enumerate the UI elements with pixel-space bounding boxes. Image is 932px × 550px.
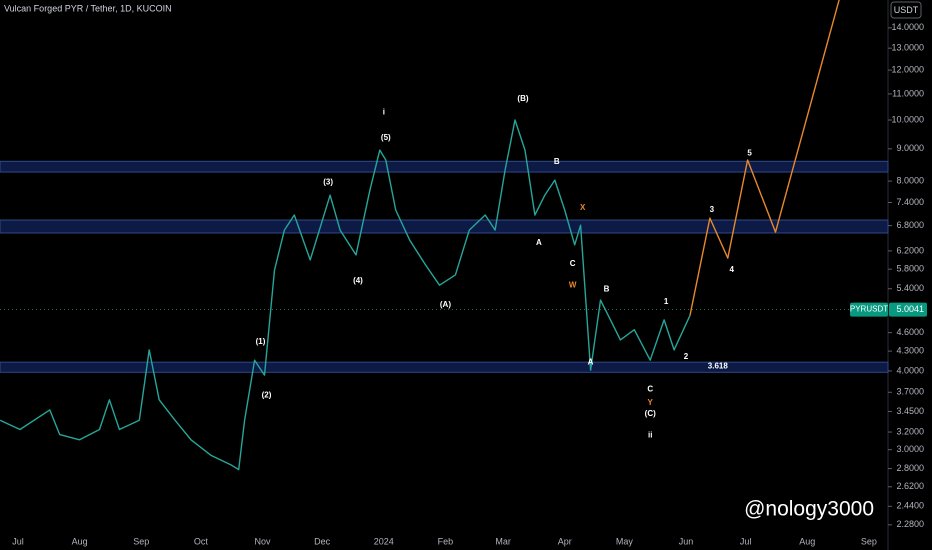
currency-box[interactable] xyxy=(890,1,922,19)
price-line xyxy=(689,0,840,316)
wave-label: A xyxy=(536,238,542,247)
price-tag-label: 5.0041 xyxy=(896,304,924,314)
x-tick-label: Oct xyxy=(194,536,209,546)
wave-label: 5 xyxy=(747,148,752,157)
x-tick-label: Apr xyxy=(558,536,572,546)
y-tick-label: 11.0000 xyxy=(892,88,924,98)
x-tick-label: Jul xyxy=(740,536,752,546)
wave-label: A xyxy=(588,357,594,366)
wave-label: (C) xyxy=(645,409,656,418)
wave-label: (2) xyxy=(262,390,272,399)
zone xyxy=(0,361,889,373)
wave-label: 3 xyxy=(710,205,715,214)
symbol-tag xyxy=(850,302,888,317)
y-tick-label: 12.0000 xyxy=(891,64,924,74)
x-tick-label: Sep xyxy=(133,536,149,546)
y-tick-label: 4.0000 xyxy=(896,365,924,375)
y-tick-label: 4.3000 xyxy=(896,345,924,355)
x-tick-label: Jun xyxy=(679,536,694,546)
wave-label: 4 xyxy=(730,265,735,274)
y-tick-label: 8.0000 xyxy=(896,175,924,185)
y-tick-label: 6.8000 xyxy=(896,220,924,230)
y-tick-label: 14.0000 xyxy=(891,22,924,32)
y-tick-label: 3.0000 xyxy=(896,444,924,454)
wave-label: (3) xyxy=(323,177,333,186)
wave-label: Y xyxy=(648,398,654,407)
y-tick-label: 2.8000 xyxy=(896,463,924,473)
wave-label: (4) xyxy=(353,276,363,285)
wave-label: C xyxy=(647,384,653,393)
y-tick-label: 10.0000 xyxy=(891,114,924,124)
x-tick-label: Feb xyxy=(438,536,454,546)
x-tick-label: Nov xyxy=(255,536,272,546)
y-tick-label: 2.2800 xyxy=(896,519,924,529)
y-tick-label: 6.2000 xyxy=(896,245,924,255)
y-tick-label: 2.4400 xyxy=(896,501,924,511)
wave-label: (B) xyxy=(517,94,528,103)
zone xyxy=(0,219,889,234)
wave-label: 3.618 xyxy=(708,361,729,370)
wave-label: (1) xyxy=(256,337,266,346)
price-tag xyxy=(889,302,927,317)
wave-label: i xyxy=(383,107,385,116)
x-tick-label: Mar xyxy=(495,536,511,546)
chart-title: Vulcan Forged PYR / Tether, 1D, KUCOIN xyxy=(4,3,172,13)
symbol-tag-label: PYRUSDT xyxy=(850,305,888,314)
x-tick-label: Dec xyxy=(314,536,331,546)
x-tick-label: Aug xyxy=(72,536,88,546)
wave-label: X xyxy=(580,203,586,212)
wave-label: B xyxy=(554,157,560,166)
wave-label: (5) xyxy=(381,133,391,142)
y-tick-label: 5.4000 xyxy=(896,283,924,293)
y-tick-label: 9.0000 xyxy=(896,143,924,153)
zone xyxy=(0,160,889,173)
x-tick-label: 2024 xyxy=(374,536,394,546)
y-tick-label: 13.0000 xyxy=(891,43,924,53)
price-line xyxy=(0,119,691,471)
watermark: @nology3000 xyxy=(744,498,874,521)
wave-label: 2 xyxy=(684,352,689,361)
wave-label: B xyxy=(604,284,610,293)
y-tick-label: 4.6000 xyxy=(896,327,924,337)
wave-label: C xyxy=(570,259,576,268)
y-tick-label: 7.4000 xyxy=(896,197,924,207)
x-tick-label: May xyxy=(616,536,634,546)
wave-label: 1 xyxy=(664,297,669,306)
wave-label: ii xyxy=(648,431,652,440)
y-tick-label: 3.2000 xyxy=(896,426,924,436)
wave-label: W xyxy=(569,280,577,289)
x-tick-label: Sep xyxy=(861,536,877,546)
y-tick-label: 3.7000 xyxy=(896,387,924,397)
currency-label: USDT xyxy=(894,5,919,15)
wave-label: (A) xyxy=(440,300,451,309)
x-tick-label: Aug xyxy=(799,536,815,546)
x-tick-label: Jul xyxy=(12,536,24,546)
y-tick-label: 3.4500 xyxy=(896,406,924,416)
y-tick-label: 5.8000 xyxy=(896,264,924,274)
y-tick-label: 2.6200 xyxy=(896,481,924,491)
